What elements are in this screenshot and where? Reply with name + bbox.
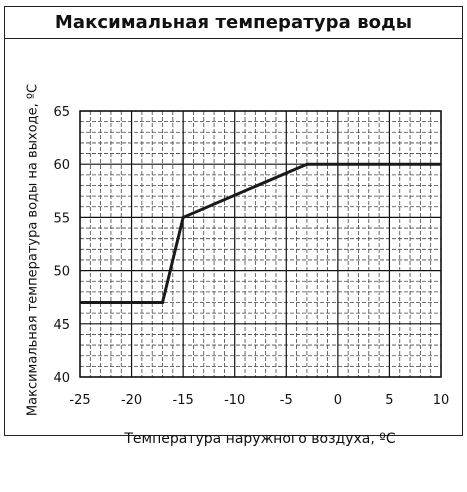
x-tick-label: -25 (69, 393, 90, 408)
y-tick-label: 60 (53, 158, 70, 173)
series-line (80, 162, 441, 305)
y-tick-label: 55 (53, 211, 70, 226)
x-tick-label: -10 (224, 393, 245, 408)
y-tick-label: 50 (53, 265, 70, 280)
x-tick-label: 10 (433, 393, 450, 408)
x-tick-label: -5 (280, 393, 293, 408)
title-bar: Максимальная температура воды (5, 7, 462, 39)
x-tick-label: -20 (121, 393, 142, 408)
y-tick-label: 45 (53, 318, 70, 333)
x-axis-label: Температура наружного воздуха, ºС (124, 431, 396, 447)
chart-title: Максимальная температура воды (54, 12, 413, 33)
y-tick-label: 65 (53, 105, 70, 120)
chart-frame: Максимальная температура воды (4, 6, 463, 436)
x-tick-label: -15 (173, 393, 194, 408)
plot-border (79, 110, 442, 378)
x-tick-label: 5 (385, 393, 393, 408)
x-tick-label: 0 (334, 393, 342, 408)
y-tick-label: 40 (53, 371, 70, 386)
